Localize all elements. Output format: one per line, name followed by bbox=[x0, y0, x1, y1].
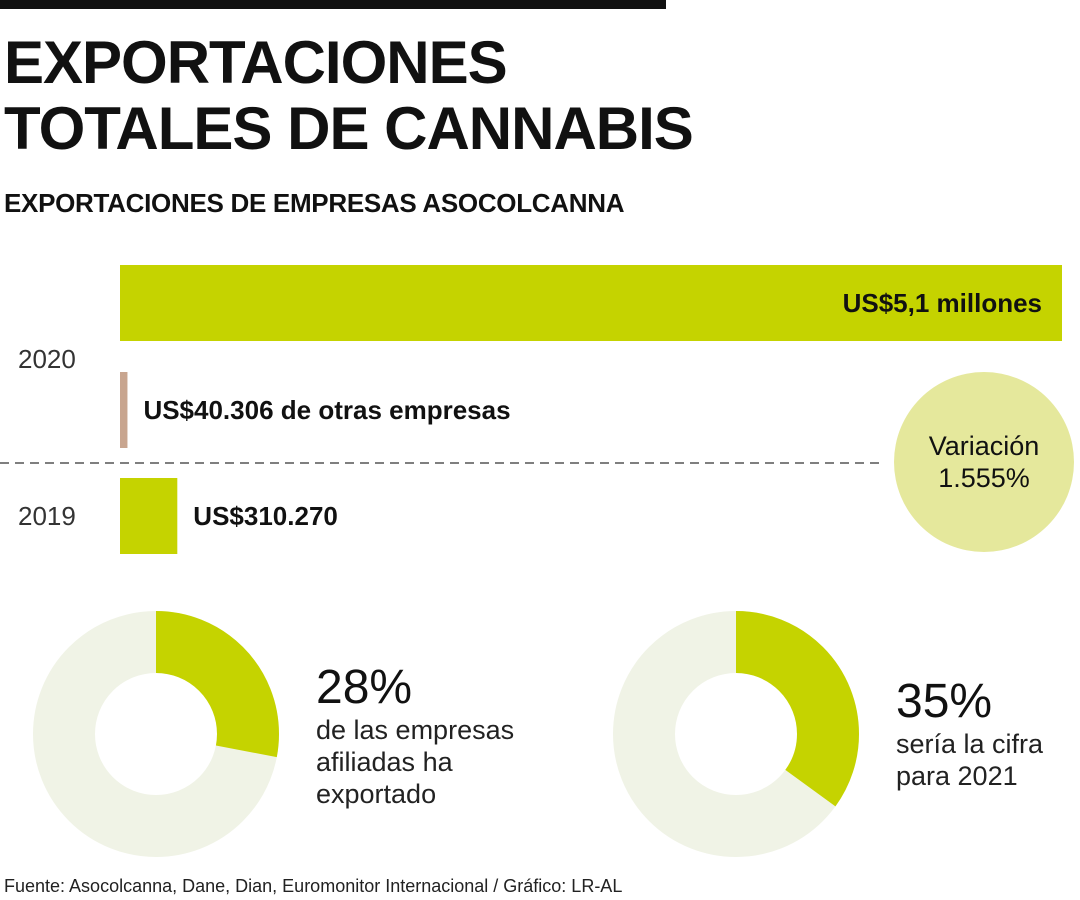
year-label-2020: 2020 bbox=[18, 344, 76, 374]
stat-empresas: 28% de las empresas afiliadas ha exporta… bbox=[316, 662, 514, 810]
title-line-2: TOTALES DE CANNABIS bbox=[4, 95, 694, 162]
bar-label-2020-asocolcanna: US$5,1 millones bbox=[843, 288, 1042, 318]
bar-2020-asocolcanna bbox=[120, 265, 1062, 341]
stat-value: 35% bbox=[896, 675, 993, 728]
year-label-2019: 2019 bbox=[18, 501, 76, 531]
donut-chart-2021 bbox=[613, 611, 859, 857]
bar-label-2019-asocolcanna: US$310.270 bbox=[193, 501, 338, 531]
stat-2021: 35% sería la cifra para 2021 bbox=[896, 676, 1043, 792]
source-note: Fuente: Asocolcanna, Dane, Dian, Euromon… bbox=[4, 876, 623, 896]
variation-label: Variación bbox=[928, 431, 1040, 461]
stat-desc-line: para 2021 bbox=[896, 761, 1018, 791]
chart-subtitle: EXPORTACIONES DE EMPRESAS ASOCOLCANNA bbox=[4, 188, 625, 218]
donut-segment bbox=[33, 611, 279, 857]
chart-title: EXPORTACIONES TOTALES DE CANNABIS bbox=[4, 30, 704, 162]
stat-value: 28% bbox=[316, 661, 413, 714]
variation-value: 1.555% bbox=[938, 463, 1030, 493]
bar-label-2020-otras: US$40.306 de otras empresas bbox=[143, 395, 510, 425]
stat-desc-line: exportado bbox=[316, 779, 437, 809]
stat-desc-line: afiliadas ha bbox=[316, 747, 453, 777]
bar-chart: US$5,1 millones US$40.306 de otras empre… bbox=[0, 265, 1062, 554]
bar-2020-otras bbox=[120, 372, 128, 448]
stat-desc-line: de las empresas bbox=[316, 715, 515, 745]
donut-chart-empresas bbox=[33, 611, 279, 857]
variation-bubble: Variación 1.555% bbox=[894, 372, 1074, 552]
top-rule bbox=[0, 0, 666, 9]
bar-2019-asocolcanna bbox=[120, 478, 178, 554]
title-line-1: EXPORTACIONES bbox=[4, 29, 508, 96]
donut-segment bbox=[613, 611, 859, 857]
stat-desc-line: sería la cifra bbox=[896, 729, 1044, 759]
